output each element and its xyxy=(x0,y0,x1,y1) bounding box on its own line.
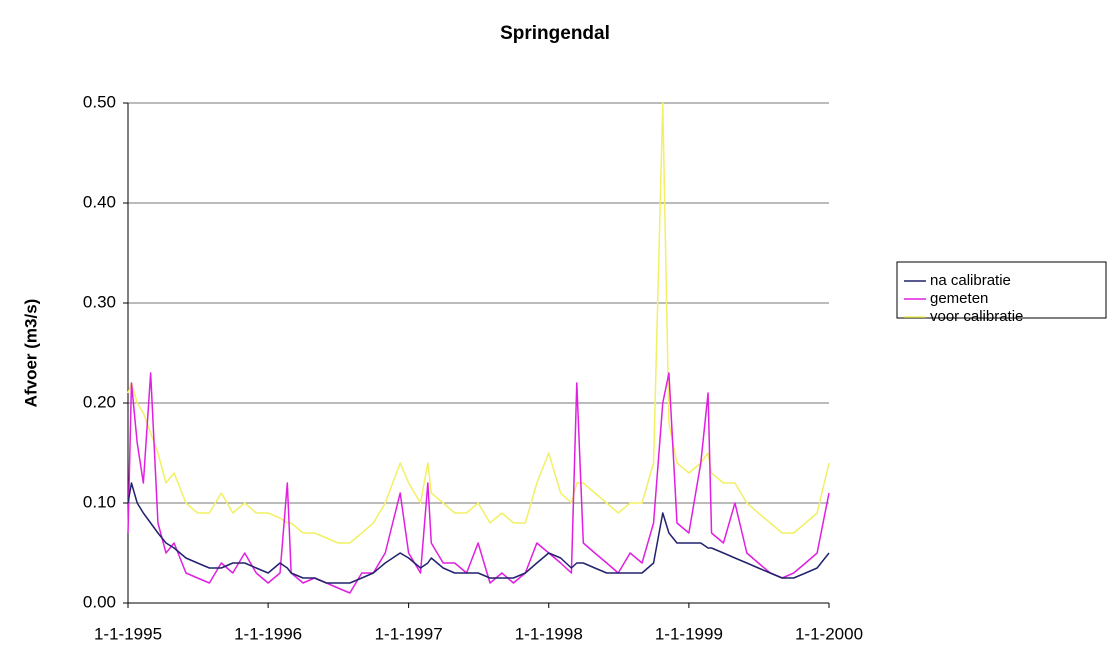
x-tick-label: 1-1-1995 xyxy=(94,624,162,643)
legend-box xyxy=(896,261,1107,319)
y-axis-label: Afvoer (m3/s) xyxy=(21,299,40,408)
y-tick-label: 0.20 xyxy=(83,392,116,411)
y-tick-label: 0.50 xyxy=(83,92,116,111)
y-tick-label: 0.00 xyxy=(83,592,116,611)
x-tick-label: 1-1-1997 xyxy=(375,624,443,643)
series-line xyxy=(127,482,830,584)
y-tick-label: 0.10 xyxy=(83,492,116,511)
series-line xyxy=(127,102,830,544)
y-tick-label: 0.40 xyxy=(83,192,116,211)
legend-label: gemeten xyxy=(930,290,988,307)
x-tick-label: 1-1-1996 xyxy=(234,624,302,643)
legend-label: na calibratie xyxy=(930,272,1011,289)
x-tick-label: 1-1-2000 xyxy=(795,624,863,643)
chart-title: Springendal xyxy=(500,23,610,44)
y-tick-label: 0.30 xyxy=(83,292,116,311)
x-tick-label: 1-1-1998 xyxy=(515,624,583,643)
legend-label: voor calibratie xyxy=(930,308,1023,325)
x-tick-label: 1-1-1999 xyxy=(655,624,723,643)
